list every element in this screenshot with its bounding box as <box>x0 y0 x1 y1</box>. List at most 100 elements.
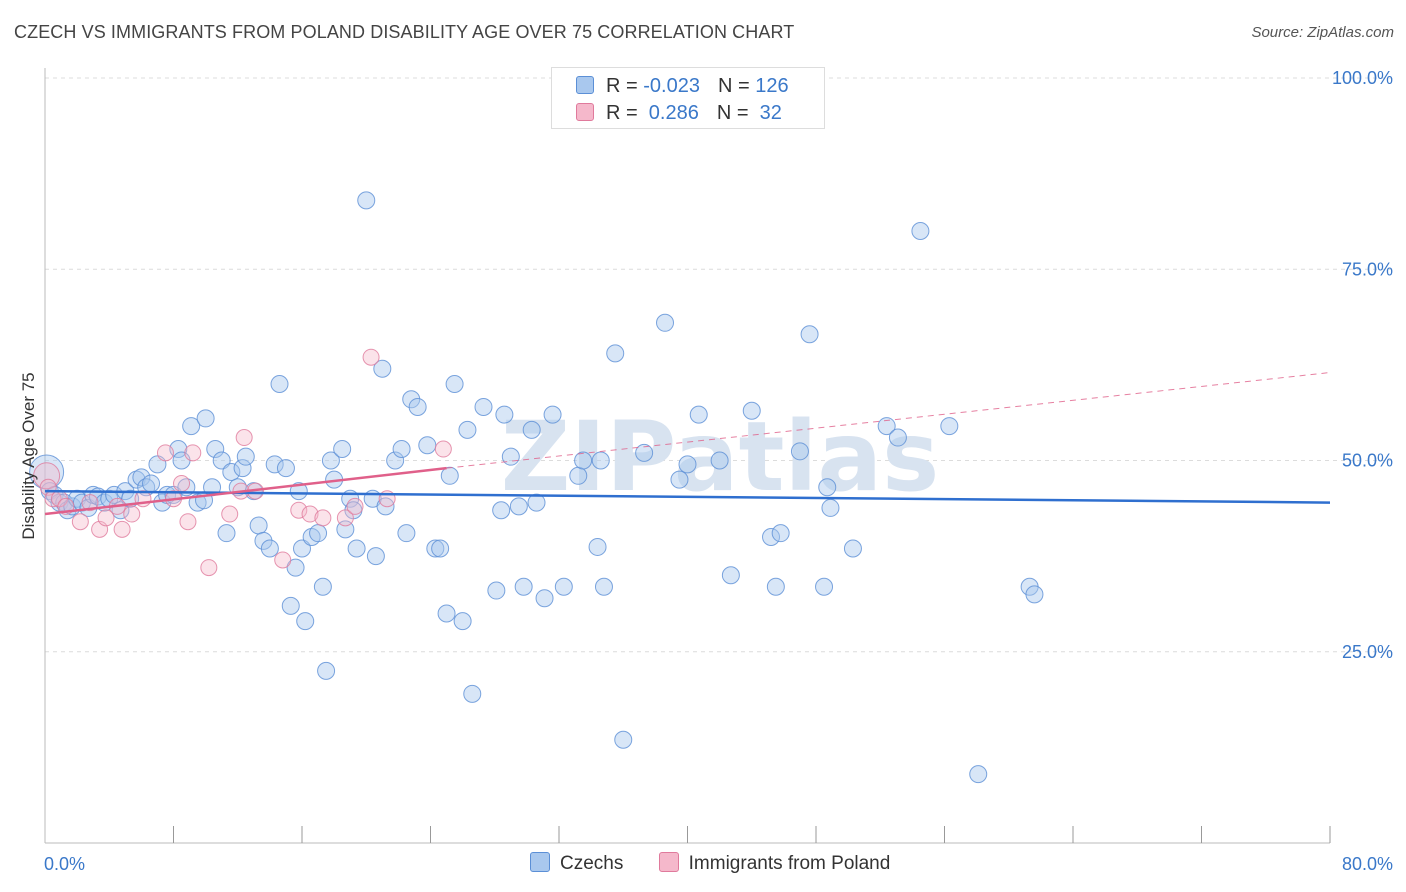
czechs-legend-swatch <box>530 852 550 872</box>
y-tick-label: 25.0% <box>1342 642 1393 662</box>
czech-point <box>911 222 930 240</box>
czech-point <box>357 191 376 210</box>
czech-point <box>236 447 255 466</box>
czech-point <box>656 313 675 332</box>
czechs-swatch <box>576 76 594 94</box>
czech-point <box>142 474 161 493</box>
czech-point <box>710 451 729 470</box>
r-label: R = <box>606 102 644 124</box>
poland-point <box>301 505 319 523</box>
trend-layer <box>44 372 1331 516</box>
czech-point <box>487 581 506 600</box>
czechs-trend-line <box>44 489 1331 504</box>
chart-title: CZECH VS IMMIGRANTS FROM POLAND DISABILI… <box>14 22 795 42</box>
czech-point <box>543 405 562 424</box>
x-tick-label: 0.0% <box>44 854 85 874</box>
czech-point <box>843 539 862 558</box>
poland-legend-swatch <box>658 852 679 872</box>
poland-point <box>434 440 452 458</box>
y-tick-label: 50.0% <box>1342 451 1393 471</box>
czech-point <box>877 417 896 436</box>
czech-point <box>509 497 528 516</box>
czech-point <box>815 577 834 596</box>
n-value: 126 <box>755 75 789 97</box>
poland-point <box>336 509 354 527</box>
czech-point <box>689 405 708 424</box>
czech-point <box>212 451 231 470</box>
y-tick-label: 75.0% <box>1342 259 1393 279</box>
czech-point <box>196 409 215 428</box>
czech-point <box>501 447 520 466</box>
czech-point <box>888 428 907 447</box>
czech-point <box>169 440 188 459</box>
czech-point <box>940 417 959 436</box>
legend-item-czechs: Czechs <box>530 852 623 875</box>
poland-swatch <box>576 103 594 121</box>
czech-point <box>453 612 472 631</box>
czech-point <box>206 440 225 459</box>
poland-point <box>200 559 218 577</box>
czech-point <box>286 558 305 577</box>
czech-point <box>440 466 459 485</box>
czech-point <box>321 451 340 470</box>
czech-point <box>594 577 613 596</box>
czech-point <box>790 442 809 461</box>
czech-point <box>402 390 421 409</box>
czech-point <box>317 661 336 680</box>
czech-point <box>818 478 837 497</box>
poland-point <box>113 520 131 538</box>
czech-point <box>678 455 697 474</box>
czech-point <box>431 539 450 558</box>
czech-point <box>614 730 633 749</box>
legend-row-poland: R = 0.286 N = 32 <box>576 102 782 125</box>
czech-point <box>514 577 533 596</box>
poland-point <box>123 505 141 523</box>
source-label: Source: ZipAtlas.com <box>1251 24 1394 41</box>
czech-point <box>463 684 482 703</box>
czech-point <box>458 420 477 439</box>
czech-point <box>132 468 151 487</box>
poland-point <box>314 509 332 527</box>
czech-point <box>249 516 268 535</box>
poland-point <box>362 348 380 366</box>
czech-point <box>293 539 311 558</box>
czech-point <box>347 539 366 558</box>
poland-point <box>81 494 99 512</box>
czech-point <box>233 459 252 478</box>
czech-point <box>569 466 588 485</box>
n-label: N = <box>716 102 755 124</box>
poland-point <box>235 429 253 447</box>
czech-point <box>800 325 819 344</box>
y-tick-label: 100.0% <box>1332 68 1393 88</box>
tick-label-layer: 25.0% 50.0% 75.0% 100.0% 0.0% 80.0% <box>44 68 1393 874</box>
czech-point <box>296 612 315 631</box>
poland-trend-line <box>44 466 447 516</box>
correlation-legend: R = -0.023 N = 126 R = 0.286 N = 32 <box>551 67 825 129</box>
grid-layer <box>45 77 1392 653</box>
poland-point <box>156 444 174 462</box>
czech-point <box>386 451 405 470</box>
czech-point <box>254 531 273 550</box>
poland-trend-extension <box>446 372 1331 469</box>
watermark: ZIPatlas <box>501 401 940 513</box>
czech-point <box>397 524 416 543</box>
poland-point <box>290 501 308 519</box>
poland-point <box>71 513 89 531</box>
czech-point <box>474 397 493 416</box>
r-value: 0.286 <box>643 102 699 124</box>
poland-point <box>97 509 115 527</box>
czech-point <box>527 493 546 512</box>
n-label: N = <box>717 75 756 97</box>
czech-point <box>260 539 279 558</box>
czech-point <box>635 443 654 462</box>
czech-point <box>606 344 625 363</box>
czech-point <box>270 375 289 393</box>
n-value: 32 <box>754 102 782 124</box>
czech-point <box>127 470 146 489</box>
czech-point <box>1025 585 1044 604</box>
y-axis-label: Disability Age Over 75 <box>19 372 38 539</box>
czech-point <box>289 482 308 501</box>
czech-point <box>217 524 236 543</box>
series-legend: Czechs Immigrants from Poland <box>530 852 920 875</box>
